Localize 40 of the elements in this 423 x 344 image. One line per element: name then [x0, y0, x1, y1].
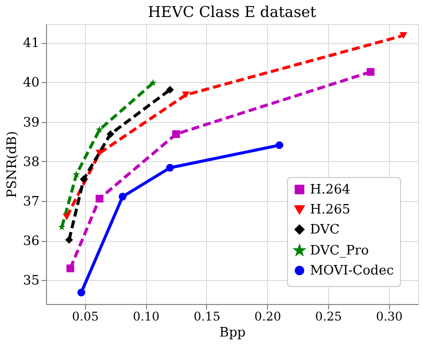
x-axis-title: Bpp — [219, 326, 246, 340]
legend-label: H.264 — [310, 182, 350, 198]
y-axis-title: PSNR(dB) — [4, 131, 20, 198]
x-tick-label: 0.25 — [315, 310, 342, 324]
point — [77, 288, 86, 296]
legend-label: DVC_Pro — [310, 244, 369, 258]
point — [80, 175, 88, 184]
point — [166, 86, 174, 94]
legend-label: MOVI-Codec — [310, 264, 394, 278]
point — [149, 79, 157, 86]
point — [96, 126, 104, 133]
x-tick-label: 0.15 — [194, 310, 220, 324]
legend-label: H.265 — [310, 202, 350, 218]
point — [96, 194, 104, 203]
y-tick-label: 38 — [22, 154, 40, 170]
point — [400, 32, 408, 39]
y-tick-label: 41 — [22, 36, 40, 52]
point — [72, 170, 80, 178]
point — [65, 236, 73, 244]
point — [66, 264, 74, 272]
y-tick-label: 35 — [22, 274, 40, 289]
x-tick-label: 0.30 — [376, 310, 403, 324]
point — [106, 130, 114, 138]
y-tick-label: 39 — [22, 115, 40, 130]
point — [118, 192, 126, 201]
y-tick-label: 36 — [22, 234, 40, 250]
point — [166, 164, 174, 172]
x-tick-label: 0.05 — [72, 310, 99, 324]
y-tick-label: 40 — [22, 76, 40, 91]
y-tick-label: 37 — [22, 194, 40, 210]
point — [366, 68, 374, 76]
point — [62, 214, 71, 220]
point — [276, 141, 284, 150]
x-tick-label: 0.20 — [254, 310, 282, 324]
chart-title: HEVC Class E dataset — [148, 3, 316, 21]
legend-label: DVC — [310, 222, 340, 238]
x-tick-label: 0.10 — [132, 310, 160, 324]
point — [96, 150, 104, 156]
point — [182, 92, 190, 98]
point — [172, 130, 180, 138]
